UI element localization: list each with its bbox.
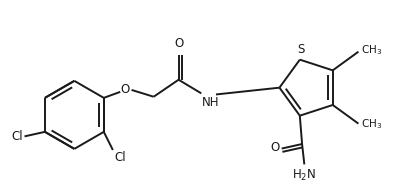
Text: H$_2$N: H$_2$N xyxy=(292,168,316,182)
Text: O: O xyxy=(270,141,279,154)
Text: CH$_3$: CH$_3$ xyxy=(361,44,382,58)
Text: Cl: Cl xyxy=(12,130,23,143)
Text: S: S xyxy=(297,43,304,56)
Text: Cl: Cl xyxy=(114,151,126,164)
Text: O: O xyxy=(121,83,130,96)
Text: NH: NH xyxy=(202,96,219,109)
Text: CH$_3$: CH$_3$ xyxy=(361,117,382,130)
Text: O: O xyxy=(174,37,183,50)
